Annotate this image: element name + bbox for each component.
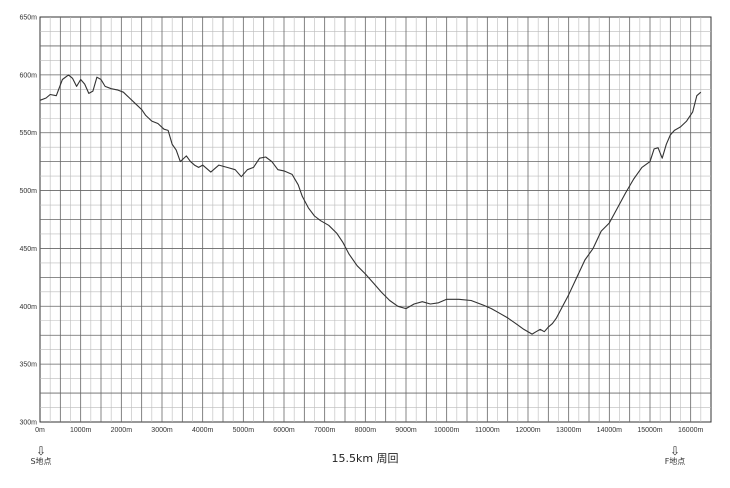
start-marker-label: S地点 bbox=[30, 457, 52, 467]
start-marker: ⇩ S地点 bbox=[30, 444, 52, 467]
y-tick-label: 450m bbox=[19, 246, 37, 253]
x-tick-label: 16000m bbox=[678, 427, 703, 434]
y-tick-label: 300m bbox=[19, 420, 37, 427]
y-tick-label: 550m bbox=[19, 130, 37, 137]
x-tick-label: 13000m bbox=[556, 427, 581, 434]
y-tick-label: 650m bbox=[19, 15, 37, 22]
x-tick-label: 8000m bbox=[355, 427, 377, 434]
x-tick-label: 10000m bbox=[434, 427, 459, 434]
x-tick-label: 12000m bbox=[515, 427, 540, 434]
y-tick-label: 400m bbox=[19, 304, 37, 311]
y-tick-label: 600m bbox=[19, 72, 37, 79]
end-marker-label: F地点 bbox=[664, 457, 686, 467]
x-tick-label: 2000m bbox=[111, 427, 133, 434]
x-tick-label: 4000m bbox=[192, 427, 214, 434]
down-arrow-icon: ⇩ bbox=[669, 444, 681, 458]
x-axis-ticks: 0m 1000m 2000m 3000m 4000m 5000m 6000m 7000m 800… bbox=[35, 427, 703, 434]
y-tick-label: 500m bbox=[19, 188, 37, 195]
x-tick-label: 11000m bbox=[475, 427, 500, 434]
x-tick-label: 7000m bbox=[314, 427, 336, 434]
x-tick-label: 14000m bbox=[597, 427, 622, 434]
x-tick-label: 5000m bbox=[233, 427, 255, 434]
end-marker: ⇩ F地点 bbox=[664, 444, 686, 467]
x-tick-label: 9000m bbox=[395, 427, 417, 434]
down-arrow-icon: ⇩ bbox=[35, 444, 47, 458]
x-tick-label: 0m bbox=[35, 427, 45, 434]
x-tick-label: 6000m bbox=[273, 427, 295, 434]
elevation-line bbox=[39, 74, 702, 335]
x-tick-label: 15000m bbox=[637, 427, 662, 434]
y-tick-label: 350m bbox=[19, 362, 37, 369]
x-tick-label: 3000m bbox=[151, 427, 173, 434]
major-gridlines bbox=[40, 17, 711, 422]
y-axis-ticks: 300m 350m 400m 450m 500m 550m 600m 650m bbox=[19, 15, 37, 427]
x-tick-label: 1000m bbox=[70, 427, 92, 434]
x-axis-caption: 15.5km 周回 bbox=[331, 452, 399, 465]
